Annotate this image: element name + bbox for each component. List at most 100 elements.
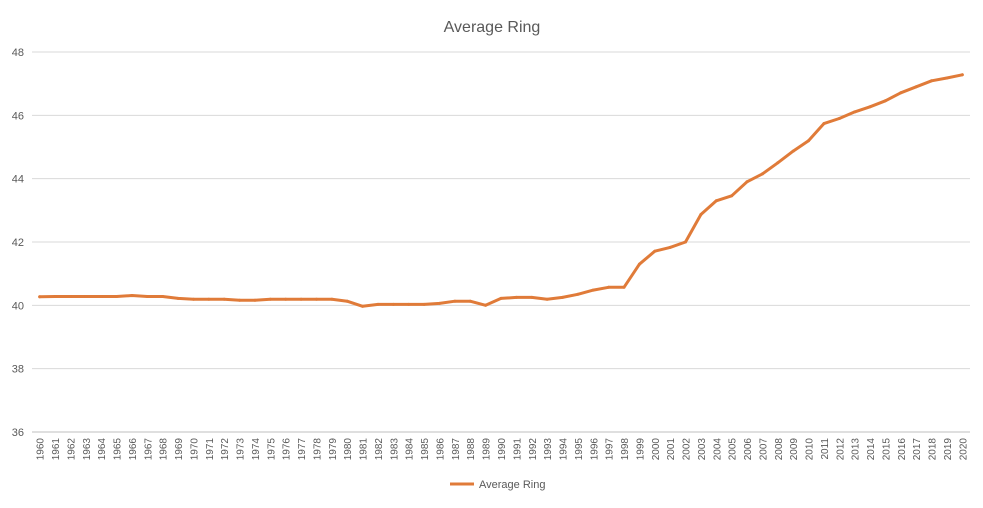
data-point bbox=[591, 288, 595, 292]
x-tick-label: 2008 bbox=[774, 438, 785, 461]
x-tick-label: 2003 bbox=[697, 438, 708, 461]
data-point bbox=[53, 295, 57, 298]
x-tick-label: 1997 bbox=[605, 438, 616, 461]
x-tick-label: 1964 bbox=[97, 438, 108, 461]
data-point bbox=[145, 295, 149, 298]
data-point bbox=[607, 285, 611, 289]
x-tick-label: 1994 bbox=[559, 438, 570, 461]
data-point bbox=[84, 295, 88, 298]
data-point bbox=[960, 73, 964, 77]
x-axis-ticks: 1960 1961 1962 1963 1964 1965 1966 1967 1968 1969… bbox=[36, 438, 970, 461]
data-point bbox=[253, 298, 257, 302]
data-point bbox=[222, 297, 226, 301]
data-point bbox=[330, 297, 334, 301]
x-tick-label: 2001 bbox=[666, 438, 677, 461]
y-tick-label: 38 bbox=[12, 364, 24, 376]
data-point bbox=[438, 301, 441, 305]
x-tick-label: 1979 bbox=[328, 438, 339, 461]
data-point bbox=[422, 302, 426, 306]
x-tick-label: 1970 bbox=[189, 438, 200, 461]
data-point bbox=[760, 172, 764, 176]
x-tick-label: 2009 bbox=[789, 438, 800, 461]
data-point bbox=[807, 139, 810, 143]
data-point bbox=[345, 299, 349, 303]
data-point bbox=[484, 303, 488, 307]
data-point bbox=[883, 99, 887, 103]
data-point bbox=[161, 295, 165, 298]
data-point bbox=[99, 295, 103, 298]
x-tick-label: 1963 bbox=[82, 438, 93, 461]
x-tick-label: 1967 bbox=[143, 438, 154, 461]
x-tick-label: 1991 bbox=[512, 438, 523, 461]
x-tick-label: 1982 bbox=[374, 438, 385, 461]
data-point bbox=[637, 262, 641, 266]
data-point bbox=[130, 294, 134, 297]
data-point bbox=[376, 302, 380, 306]
y-tick-label: 44 bbox=[12, 174, 24, 186]
data-point bbox=[545, 297, 549, 301]
data-point bbox=[192, 297, 195, 301]
data-point bbox=[468, 299, 472, 303]
x-tick-label: 2019 bbox=[943, 438, 954, 461]
x-tick-label: 2020 bbox=[958, 438, 969, 461]
x-tick-label: 2011 bbox=[820, 438, 831, 460]
data-point bbox=[561, 295, 564, 299]
data-point bbox=[730, 194, 734, 198]
x-tick-label: 1983 bbox=[389, 438, 400, 461]
data-point bbox=[822, 122, 826, 126]
gridlines bbox=[32, 51, 970, 433]
x-tick-label: 1960 bbox=[36, 438, 47, 461]
x-tick-label: 1989 bbox=[482, 438, 493, 461]
data-point bbox=[622, 285, 626, 289]
x-tick-label: 2013 bbox=[851, 438, 862, 461]
x-tick-label: 1981 bbox=[359, 438, 370, 461]
x-tick-label: 1974 bbox=[251, 438, 262, 461]
x-tick-label: 1969 bbox=[174, 438, 185, 461]
y-axis-ticks: 36 38 40 42 44 46 48 bbox=[12, 47, 24, 439]
data-point bbox=[284, 297, 288, 301]
x-tick-label: 2018 bbox=[928, 438, 939, 461]
x-tick-label: 2015 bbox=[881, 438, 892, 461]
data-point bbox=[576, 292, 580, 296]
series-line-average-ring bbox=[38, 73, 964, 308]
data-point bbox=[945, 76, 949, 80]
y-tick-label: 40 bbox=[12, 300, 24, 312]
data-point bbox=[176, 296, 180, 300]
data-point bbox=[930, 79, 934, 83]
x-tick-label: 1962 bbox=[66, 438, 77, 461]
data-point bbox=[453, 299, 457, 303]
legend-label-average-ring: Average Ring bbox=[479, 479, 545, 491]
data-point bbox=[745, 180, 749, 184]
chart-title: Average Ring bbox=[444, 19, 541, 36]
data-point bbox=[499, 296, 503, 300]
data-point bbox=[699, 213, 703, 216]
y-tick-label: 42 bbox=[12, 237, 24, 249]
x-tick-label: 1988 bbox=[466, 438, 477, 461]
x-tick-label: 1992 bbox=[528, 438, 539, 461]
data-point bbox=[38, 295, 42, 299]
x-tick-label: 1985 bbox=[420, 438, 431, 461]
x-tick-label: 1986 bbox=[435, 438, 446, 461]
x-tick-label: 1996 bbox=[589, 438, 600, 461]
data-point bbox=[115, 295, 119, 298]
x-tick-label: 2012 bbox=[835, 438, 846, 461]
data-point bbox=[68, 295, 72, 298]
x-tick-label: 2010 bbox=[805, 438, 816, 461]
x-tick-label: 1965 bbox=[113, 438, 124, 461]
data-point bbox=[668, 245, 672, 249]
data-point bbox=[207, 297, 211, 301]
x-tick-label: 1975 bbox=[266, 438, 277, 461]
x-tick-label: 2017 bbox=[912, 438, 923, 461]
data-point bbox=[238, 298, 242, 302]
data-point bbox=[776, 161, 780, 165]
x-tick-label: 1987 bbox=[451, 438, 462, 461]
data-point bbox=[391, 302, 395, 306]
x-tick-label: 1977 bbox=[297, 438, 308, 461]
x-tick-label: 1966 bbox=[128, 438, 139, 461]
x-tick-label: 2016 bbox=[897, 438, 908, 461]
data-point bbox=[868, 105, 872, 109]
data-point bbox=[299, 297, 303, 301]
data-point bbox=[791, 149, 795, 153]
